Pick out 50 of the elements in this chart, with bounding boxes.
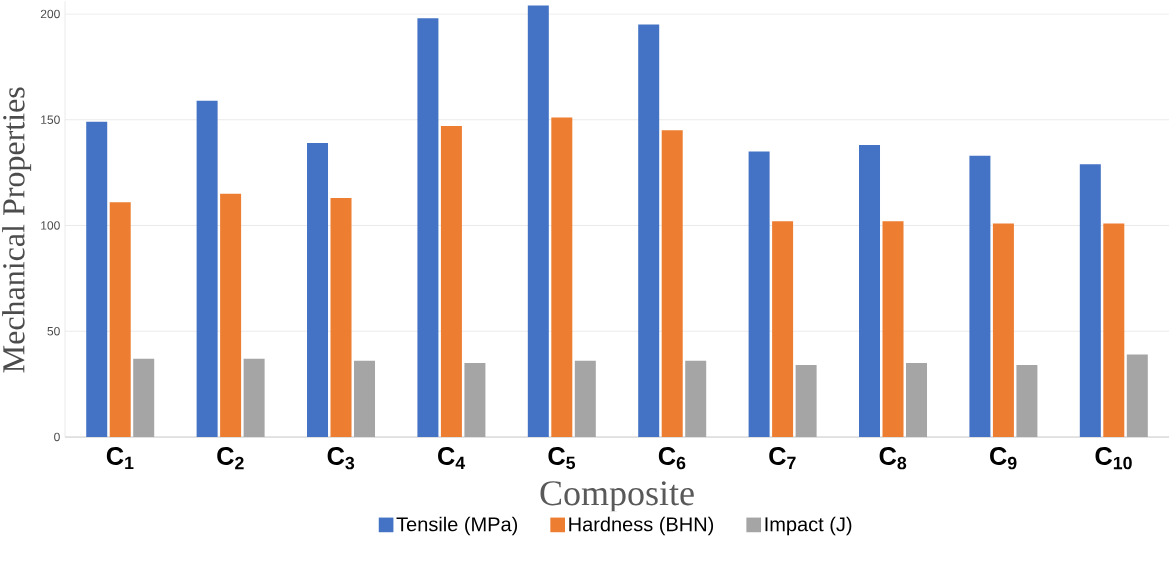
bar (440, 126, 462, 437)
y-tick-label: 200 (40, 9, 60, 19)
x-tick-label: C$_{8}$ (879, 447, 907, 470)
x-tick-label: C$_{5}$ (548, 447, 576, 470)
bar (795, 365, 817, 437)
y-axis-title: Mechanical Properties (2, 87, 32, 373)
x-tick-label: C$_{3}$ (327, 447, 355, 470)
bar (1079, 164, 1101, 437)
bar (1126, 354, 1148, 437)
x-tick-label: C$_{9}$ (990, 447, 1017, 470)
bar (992, 223, 1014, 437)
x-tick-label: C$_{6}$ (658, 447, 686, 470)
y-tick-label: 50 (47, 326, 60, 336)
bar (638, 24, 660, 437)
y-tick-label: 0 (54, 432, 60, 442)
bar (882, 221, 904, 437)
bar (1103, 223, 1125, 437)
bar (748, 151, 770, 437)
bar (220, 193, 242, 437)
legend-label: Impact (J) (765, 516, 852, 536)
bar (685, 360, 707, 437)
bar (86, 121, 108, 437)
bar (1016, 365, 1038, 437)
x-tick-label: C$_{7}$ (769, 447, 796, 469)
bar (307, 143, 329, 437)
bar (859, 145, 881, 437)
bar (527, 5, 549, 437)
bar (661, 130, 683, 437)
bar (109, 202, 131, 437)
x-tick-label: C$_{1}$ (106, 447, 134, 469)
y-tick-label: 150 (41, 115, 60, 124)
bar (772, 221, 794, 437)
bar (464, 362, 486, 437)
x-axis-title: Composite (540, 481, 694, 513)
x-tick-label: C$_{4}$ (438, 447, 466, 469)
bar (133, 358, 155, 437)
y-tick-label: 100 (41, 221, 60, 230)
bar (969, 155, 991, 437)
legend-label: Tensile (MPa) (396, 516, 518, 536)
bar (551, 117, 573, 437)
bar (354, 360, 376, 437)
bar (574, 360, 596, 437)
bar (417, 18, 439, 437)
bar (906, 362, 928, 437)
x-tick-label: C$_{10}$ (1095, 447, 1132, 470)
bar (243, 358, 265, 437)
bar (330, 198, 352, 437)
legend-label: Hardness (BHN) (569, 516, 714, 536)
bar (196, 100, 218, 437)
x-tick-label: C$_{2}$ (217, 447, 244, 470)
